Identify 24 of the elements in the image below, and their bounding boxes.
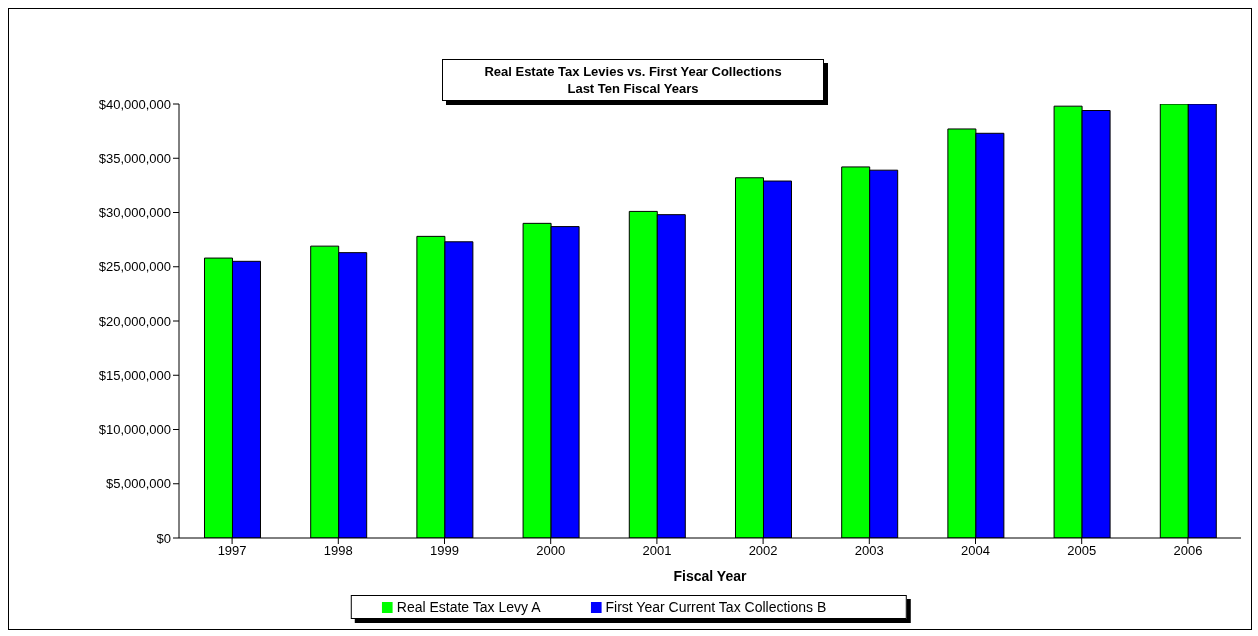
chart-subtitle: Last Ten Fiscal Years [566, 80, 700, 97]
y-tick-label: $20,000,000 [98, 313, 171, 329]
x-tick-label: 1999 [430, 543, 459, 559]
x-tick-label: 2004 [961, 543, 990, 559]
y-tick-label: $25,000,000 [98, 259, 171, 275]
x-axis-title: Fiscal Year [673, 568, 747, 584]
x-tick-label: 2005 [1067, 543, 1097, 559]
y-tick-label: $5,000,000 [105, 476, 171, 492]
legend-label: First Year Current Tax Collections B [605, 599, 827, 615]
y-tick-label: $30,000,000 [98, 205, 171, 221]
y-tick-label: $15,000,000 [98, 367, 171, 383]
x-tick-label: 2002 [748, 543, 778, 559]
x-tick-label: 2003 [854, 543, 884, 559]
x-tick-label: 1997 [217, 543, 247, 559]
legend-label: Real Estate Tax Levy A [396, 599, 541, 615]
y-tick-label: $0 [156, 530, 171, 546]
chart-title: Real Estate Tax Levies vs. First Year Collections [483, 63, 783, 80]
y-tick-label: $35,000,000 [98, 150, 171, 166]
x-tick-label: 2000 [536, 543, 566, 559]
x-tick-label: 1998 [323, 543, 353, 559]
y-tick-label: $40,000,000 [98, 96, 171, 112]
x-tick-label: 2006 [1173, 543, 1203, 559]
x-tick-label: 2001 [642, 543, 672, 559]
y-tick-label: $10,000,000 [98, 422, 171, 438]
